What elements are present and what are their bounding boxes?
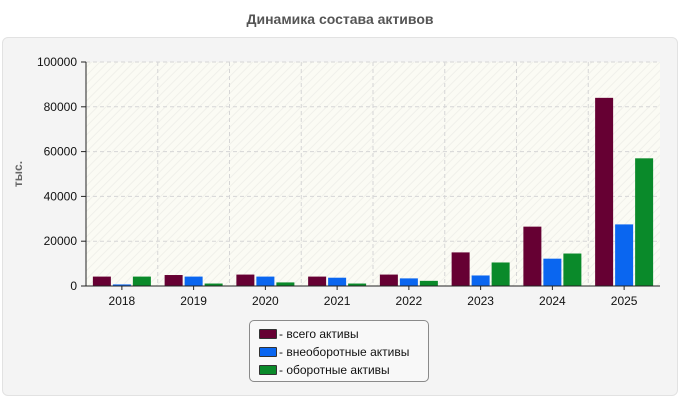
bar-2023-2 xyxy=(471,275,490,286)
y-tick-label: 20000 xyxy=(44,234,78,248)
bar-2023-3 xyxy=(491,262,510,286)
x-tick-label: 2023 xyxy=(467,294,494,308)
y-tick-label: 40000 xyxy=(44,189,78,203)
bar-2020-1 xyxy=(236,274,255,286)
bar-2020-3 xyxy=(276,282,295,286)
legend-item-noncurrent: - внеоборотные активы xyxy=(259,343,428,361)
bar-2024-1 xyxy=(523,226,542,286)
bar-2022-2 xyxy=(399,278,418,286)
bar-2024-3 xyxy=(563,253,582,286)
x-tick-label: 2025 xyxy=(611,294,638,308)
axes xyxy=(81,61,660,290)
chart-title: Динамика состава активов xyxy=(246,11,434,27)
bar-2023-1 xyxy=(451,252,470,286)
bar-2019-2 xyxy=(184,276,203,286)
y-tick-label: 80000 xyxy=(44,100,78,114)
y-tick-labels: 0 20000 40000 60000 80000 100000 xyxy=(37,55,77,293)
legend-label-total: - всего активы xyxy=(279,327,359,341)
x-tick-label: 2018 xyxy=(109,294,136,308)
bar-2022-1 xyxy=(379,274,398,286)
grid xyxy=(86,61,660,286)
bar-2025-2 xyxy=(615,224,634,286)
bar-2025-1 xyxy=(595,97,614,286)
x-tick-label: 2022 xyxy=(396,294,423,308)
bar-2021-1 xyxy=(308,276,327,286)
x-tick-label: 2024 xyxy=(539,294,566,308)
y-axis-label: тыс. xyxy=(11,161,25,187)
legend-item-current: - оборотные активы xyxy=(259,361,428,379)
x-tick-labels: 2018 2019 2020 2021 2022 2023 2024 2025 xyxy=(109,294,638,308)
bar-2018-3 xyxy=(132,276,151,286)
x-tick-label: 2020 xyxy=(252,294,279,308)
bar-2025-3 xyxy=(635,158,654,286)
bar-2019-1 xyxy=(164,275,183,286)
bar-2024-2 xyxy=(543,258,562,286)
legend-swatch-current xyxy=(259,365,277,375)
legend-swatch-total xyxy=(259,329,277,339)
x-tick-label: 2021 xyxy=(324,294,351,308)
bar-2020-2 xyxy=(256,276,275,286)
x-tick-label: 2019 xyxy=(180,294,207,308)
legend-swatch-noncurrent xyxy=(259,347,277,357)
bar-2019-3 xyxy=(204,283,223,286)
bar-2018-2 xyxy=(112,284,131,286)
bar-2022-3 xyxy=(419,280,438,286)
bars xyxy=(92,97,654,286)
legend-label-noncurrent: - внеоборотные активы xyxy=(279,345,410,359)
legend-label-current: - оборотные активы xyxy=(279,363,390,377)
bar-2018-1 xyxy=(92,276,111,286)
legend-item-total: - всего активы xyxy=(259,325,428,343)
y-tick-label: 60000 xyxy=(44,145,78,159)
y-tick-label: 0 xyxy=(70,279,77,293)
bar-2021-2 xyxy=(328,277,347,286)
legend: - всего активы - внеоборотные активы - о… xyxy=(249,320,429,382)
bar-2021-3 xyxy=(348,283,367,286)
y-tick-label: 100000 xyxy=(37,55,77,69)
